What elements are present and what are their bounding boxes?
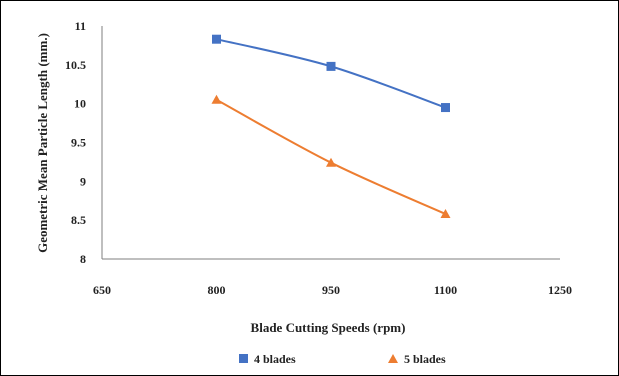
data-point-square <box>441 103 450 113</box>
data-point-triangle <box>440 208 451 218</box>
axes <box>101 26 560 260</box>
x-tick-label: 1250 <box>548 283 572 297</box>
x-axis-title: Blade Cutting Speeds (rpm) <box>251 320 406 335</box>
x-tick-label: 1100 <box>434 283 457 297</box>
legend-item-5-blades[interactable]: 5 blades <box>388 352 446 366</box>
y-tick-label: 8.5 <box>71 213 86 227</box>
legend-triangle-marker <box>388 354 398 363</box>
legend-item-4-blades[interactable]: 4 blades <box>239 352 296 366</box>
legend-label-4-blades: 4 blades <box>254 352 296 366</box>
data-point-square <box>326 61 336 71</box>
legend-square-marker <box>239 354 248 363</box>
y-tick-label: 8 <box>80 252 86 266</box>
x-tick-label: 950 <box>322 283 340 297</box>
y-tick-label: 9.5 <box>71 136 86 150</box>
y-tick-label: 10.5 <box>65 58 86 72</box>
y-axis-title: Geometric Mean Particle Length (mm.) <box>35 33 50 253</box>
x-tick-label: 650 <box>93 283 111 297</box>
x-tick-labels: 650 800 950 1100 1250 <box>93 283 572 297</box>
data-point-triangle <box>326 157 336 167</box>
legend: 4 blades 5 blades <box>239 352 446 366</box>
y-tick-label: 10 <box>74 97 86 111</box>
y-tick-label: 9 <box>80 174 86 188</box>
y-tick-label: 11 <box>75 19 86 33</box>
series-markers <box>211 34 451 218</box>
y-tick-labels: 8 8.5 9 9.5 10 10.5 11 <box>65 19 86 266</box>
data-point-triangle <box>211 94 222 104</box>
data-point-square <box>212 34 221 44</box>
series-line-2 <box>216 98 446 215</box>
legend-label-5-blades: 5 blades <box>404 352 446 366</box>
series-line-1 <box>216 38 446 109</box>
x-tick-label: 800 <box>208 283 226 297</box>
